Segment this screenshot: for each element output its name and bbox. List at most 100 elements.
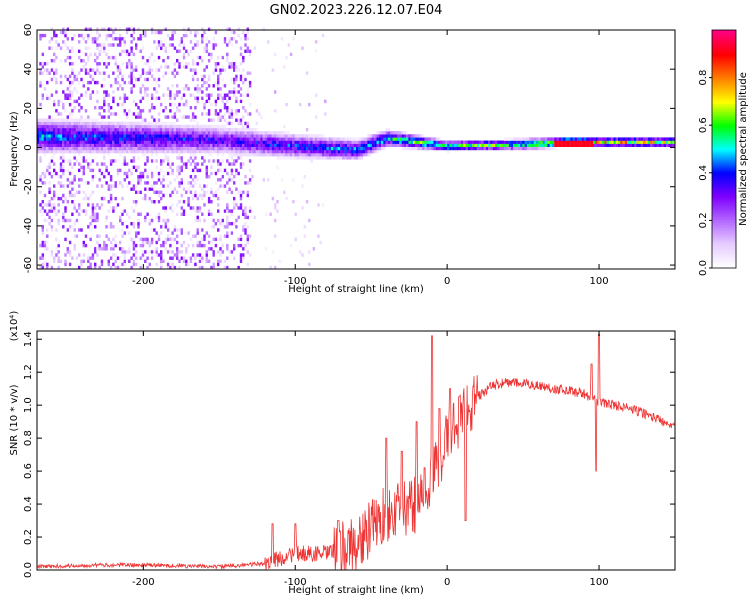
- spectrogram-cell: [171, 37, 174, 41]
- spectrogram-cell: [64, 33, 67, 38]
- spectrogram-cell: [53, 209, 56, 213]
- spectrogram-cell: [103, 99, 106, 104]
- spectrogram-cell: [162, 109, 165, 113]
- spectrogram-cell: [128, 131, 131, 135]
- spectrogram-cell: [103, 27, 106, 31]
- spectrogram-cell: [166, 234, 170, 238]
- spectrogram-cell: [593, 137, 596, 141]
- spectrogram-cell: [467, 140, 471, 144]
- spectrogram-cell: [114, 159, 117, 163]
- spectrogram-cell: [481, 143, 484, 147]
- spectrogram-cell: [73, 137, 76, 141]
- spectrogram-cell: [189, 181, 193, 185]
- spectrogram-cell: [253, 137, 256, 141]
- spectrogram-cell: [349, 153, 352, 157]
- spectrogram-cell: [119, 121, 122, 126]
- spectrogram-cell: [91, 218, 95, 223]
- spectrogram-cell: [103, 71, 106, 75]
- spectrogram-cell: [205, 37, 208, 41]
- spectrogram-cell: [219, 134, 222, 138]
- spectrogram-cell: [91, 121, 95, 126]
- spectrogram-cell: [203, 134, 206, 138]
- spectrogram-cell: [43, 121, 47, 126]
- spectrogram-cell: [182, 46, 186, 50]
- spectrogram-cell: [121, 137, 124, 141]
- spectrogram-cell: [130, 46, 133, 50]
- spectrogram-cell: [64, 209, 67, 213]
- spectrogram-cell: [237, 128, 240, 132]
- spectrogram-cell: [212, 265, 215, 270]
- spectrogram-cell: [78, 178, 81, 182]
- spectrogram-cell: [53, 128, 56, 132]
- spectrogram-cell: [176, 131, 179, 135]
- spectrogram-cell: [41, 181, 44, 185]
- spectrogram-cell: [210, 247, 213, 251]
- colorbar-label: Normalized spectral amplitude: [738, 72, 749, 226]
- spectrogram-cell: [246, 46, 249, 50]
- spectrogram-cell: [191, 206, 195, 210]
- spectrogram-cell: [150, 106, 154, 110]
- spectrogram-cell: [164, 124, 167, 129]
- spectrogram-cell: [253, 131, 256, 135]
- spectrogram-cell: [123, 43, 126, 47]
- spectrogram-cell: [71, 68, 74, 72]
- spectrogram-cell: [84, 62, 88, 66]
- spectrogram-cell: [84, 234, 88, 238]
- colorbar-step: [712, 152, 736, 156]
- spectrogram-cell: [84, 143, 88, 147]
- spectrogram-cell: [385, 128, 388, 132]
- spectrogram-cell: [132, 259, 136, 263]
- spectrogram-cell: [160, 181, 163, 185]
- spectrogram-cell: [109, 184, 113, 188]
- spectrogram-cell: [201, 124, 204, 129]
- spectrogram-cell: [201, 140, 204, 144]
- spectrogram-cell: [305, 143, 309, 147]
- spectrogram-cell: [312, 140, 316, 144]
- spectrogram-cell: [59, 146, 63, 151]
- spectrogram-cell: [135, 234, 138, 238]
- spectrogram-cell: [549, 146, 553, 151]
- spectrogram-cell: [233, 90, 236, 94]
- spectrogram-cell: [417, 134, 420, 138]
- spectrogram-cell: [233, 131, 236, 135]
- spectrogram-cell: [205, 112, 208, 116]
- spectrogram-cell: [406, 137, 409, 141]
- spectrogram-cell: [242, 256, 245, 260]
- spectrogram-cell: [472, 140, 475, 144]
- spectrogram-cell: [324, 140, 327, 144]
- spectrogram-cell: [299, 102, 302, 107]
- chart-title: GN02.2023.226.12.07.E04: [270, 3, 443, 18]
- y-tick-label: 0.0: [23, 562, 34, 578]
- spectrogram-cell: [187, 137, 190, 141]
- spectrogram-cell: [221, 218, 224, 223]
- spectrogram-cell: [567, 143, 571, 147]
- spectrogram-cell: [75, 118, 79, 122]
- spectrogram-cell: [504, 137, 507, 141]
- spectrogram-cell: [103, 93, 106, 97]
- spectrogram-cell: [96, 27, 99, 31]
- spectrogram-cell: [422, 137, 425, 141]
- spectrogram-cell: [173, 178, 177, 182]
- spectrogram-cell: [73, 156, 76, 160]
- spectrogram-cell: [121, 234, 124, 238]
- spectrogram-cell: [105, 181, 108, 185]
- spectrogram-cell: [369, 140, 373, 144]
- spectrogram-cell: [387, 131, 391, 135]
- spectrogram-cell: [353, 149, 357, 154]
- colorbar-step: [712, 33, 736, 37]
- colorbar-step: [712, 224, 736, 227]
- spectrogram-cell: [583, 140, 587, 144]
- spectrogram-cell: [94, 250, 97, 254]
- spectrogram-cell: [308, 134, 311, 138]
- spectrogram-cell: [205, 146, 208, 151]
- colorbar-step: [712, 129, 736, 132]
- spectrogram-cell: [68, 62, 72, 66]
- spectrogram-cell: [125, 115, 129, 119]
- spectrogram-cell: [239, 153, 243, 157]
- spectrogram-cell: [189, 143, 193, 147]
- spectrogram-cell: [233, 181, 236, 185]
- spectrogram-cell: [324, 143, 327, 147]
- spectrogram-cell: [540, 146, 543, 151]
- spectrogram-cell: [294, 149, 297, 154]
- spectrogram-cell: [71, 212, 74, 216]
